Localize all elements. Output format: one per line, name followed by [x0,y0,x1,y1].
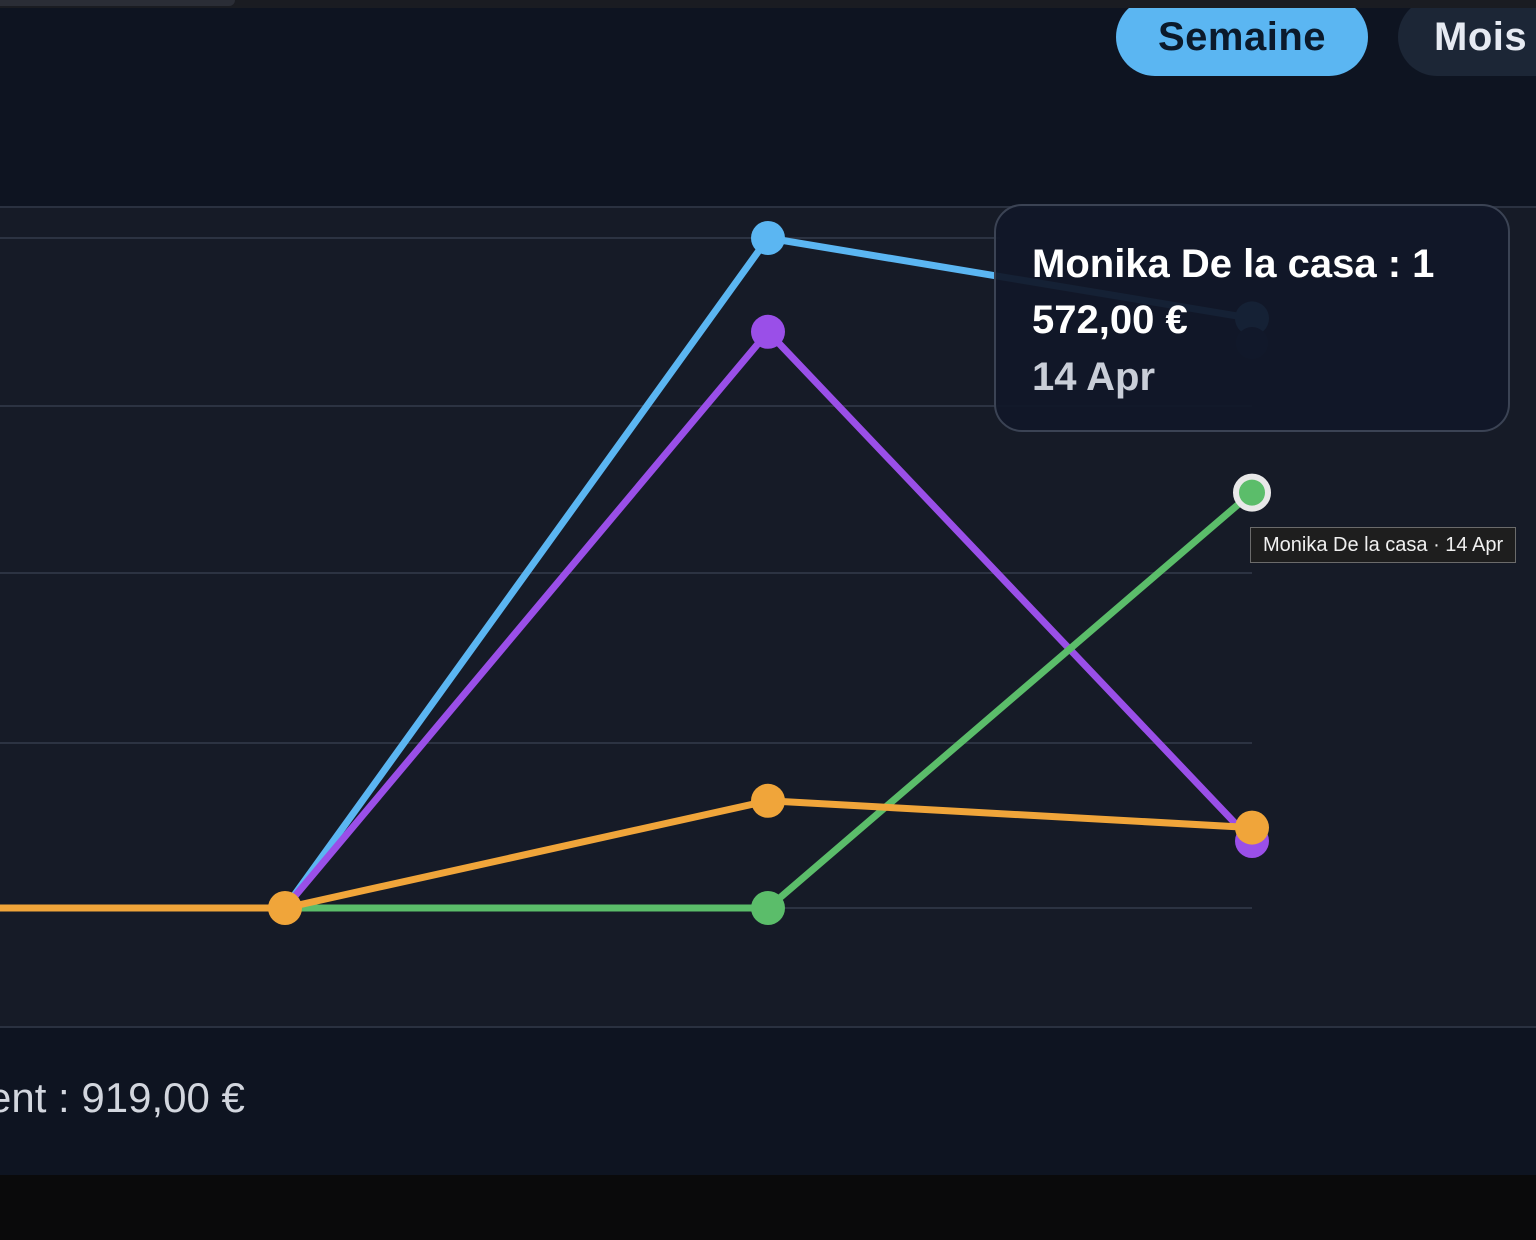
tab-month[interactable]: Mois [1398,8,1536,76]
chart-tooltip: Monika De la casa : 1 572,00 € 14 Apr [994,204,1510,432]
active-data-point [1233,473,1271,512]
data-point [1235,810,1269,845]
bottom-band [0,1175,1536,1240]
hover-title-tooltip: Monika De la casa · 14 Apr [1250,527,1517,563]
data-point [268,891,302,925]
tab-week[interactable]: Semaine [1116,8,1368,76]
series-line [0,489,1256,912]
total-summary: ent : 919,00 € [0,1074,245,1121]
data-point [751,783,785,818]
top-strip-handle [0,0,235,6]
tooltip-label: Monika De la casa : 1 572,00 € [1032,242,1435,342]
data-point [751,221,785,255]
tooltip-date: 14 Apr [1032,355,1156,399]
data-point [751,314,785,349]
series-line [0,797,1256,912]
line-chart [0,221,1271,925]
top-strip [0,0,1536,8]
data-point [751,891,785,925]
